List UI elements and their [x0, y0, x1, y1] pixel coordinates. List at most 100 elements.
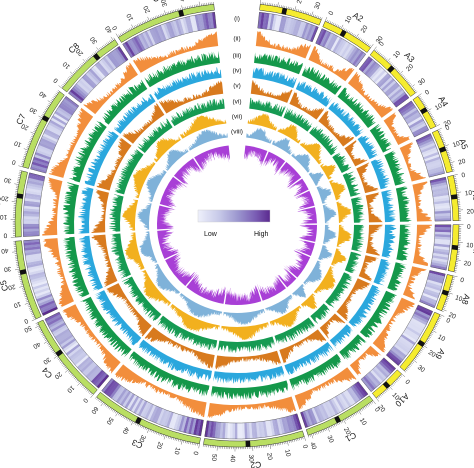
- heatmap-cell: [386, 353, 401, 366]
- tick-label: 10: [65, 384, 75, 394]
- track-6-A3: [309, 125, 338, 156]
- heatmap-cell: [137, 400, 148, 416]
- heatmap-cell: [23, 221, 40, 224]
- heatmap-cell: [219, 422, 224, 439]
- ideogram-C4: [37, 319, 98, 395]
- tick-label: 10: [126, 12, 136, 22]
- centromere-A10: [382, 381, 391, 389]
- heatmap-cell: [124, 393, 136, 409]
- heatmap-cell: [264, 13, 270, 30]
- heatmap-cell: [394, 95, 410, 108]
- heatmap-cell: [324, 32, 334, 49]
- heatmap-cell: [199, 13, 205, 31]
- heatmap-cell: [391, 91, 407, 104]
- heatmap-cell: [422, 290, 439, 299]
- chromosome-label: A3: [402, 50, 417, 65]
- heatmap-cell: [399, 336, 415, 348]
- heatmap-cell: [364, 61, 377, 76]
- track-3-C1: [289, 353, 342, 391]
- heatmap-cell: [366, 62, 379, 77]
- heatmap-border-A4: [398, 100, 429, 138]
- track-3-C9: [144, 50, 220, 88]
- heatmap-cell: [229, 422, 233, 439]
- tick-label: 30: [137, 434, 146, 444]
- heatmap-cell: [212, 12, 217, 29]
- track-label: (vi): [232, 99, 241, 106]
- heatmap-cell: [404, 111, 421, 123]
- heatmap-cell: [103, 379, 116, 394]
- track-2-A4: [383, 111, 411, 146]
- heatmap-cell: [424, 286, 441, 294]
- heatmap-cell: [71, 87, 86, 100]
- chromosome-label: C2: [250, 460, 262, 468]
- heatmap-cell: [315, 28, 325, 45]
- track-9-C2: [224, 284, 262, 305]
- track-8-A7: [323, 224, 337, 244]
- track-9-C5: [157, 229, 180, 259]
- heatmap-cell: [44, 311, 61, 322]
- track-8-A6: [322, 204, 337, 224]
- heatmap-cell: [262, 420, 268, 438]
- heatmap-cell: [144, 30, 154, 47]
- heatmap-cell: [204, 420, 210, 437]
- tick-label: 0: [403, 379, 411, 387]
- heatmap-cell: [382, 357, 396, 371]
- ideogram-A3: [369, 49, 416, 97]
- tick-label: 10: [0, 213, 7, 220]
- track-9-C9: [194, 145, 230, 172]
- heatmap-cell: [179, 18, 187, 35]
- heatmap-cell: [328, 35, 339, 51]
- tick-label: 30: [41, 356, 51, 366]
- heatmap-cell: [28, 271, 46, 278]
- tick-label: 10: [390, 392, 400, 402]
- tick-label: 0: [378, 40, 386, 47]
- heatmap-cell: [40, 304, 57, 314]
- track-label: (v): [233, 83, 241, 90]
- track-5-A1: [250, 79, 293, 103]
- heatmap-cell: [423, 288, 440, 297]
- heatmap-cell: [76, 81, 91, 94]
- heatmap-cell: [113, 386, 126, 402]
- heatmap-cell: [274, 418, 280, 436]
- track-6-A9: [325, 272, 353, 308]
- track-9: [157, 145, 318, 305]
- track-6-A4: [332, 152, 352, 174]
- track-label: (i): [234, 16, 240, 23]
- heatmap-cell: [154, 407, 163, 424]
- heatmap-cell: [96, 61, 110, 76]
- track-4-C4: [94, 290, 142, 346]
- heatmap-cell: [55, 108, 71, 120]
- heatmap-cell: [285, 17, 293, 34]
- track-9-A4: [288, 178, 309, 197]
- heatmap-cell: [122, 42, 134, 58]
- track-4-C1: [284, 342, 334, 376]
- heatmap-cell: [68, 91, 83, 104]
- heatmap-border-C9: [122, 11, 217, 58]
- track-8-C2: [223, 308, 266, 325]
- heatmap-cell: [350, 49, 362, 65]
- heatmap-cell: [283, 16, 290, 34]
- heatmap-cell: [431, 187, 449, 193]
- heatmap-cell: [27, 180, 44, 186]
- heatmap-cell: [75, 354, 89, 368]
- track-8-C6: [137, 203, 152, 230]
- chromosome-label: C6: [0, 196, 3, 208]
- heatmap-cell: [408, 118, 424, 129]
- heatmap-cell: [48, 121, 64, 132]
- track-9-A8: [295, 240, 315, 256]
- chromosome-label: A7: [471, 245, 474, 257]
- heatmap-cell: [426, 279, 443, 287]
- heatmap-cell: [336, 394, 348, 410]
- track-3-C3: [128, 351, 210, 397]
- heatmap-cell: [22, 223, 39, 227]
- heatmap-cell: [188, 417, 195, 434]
- heatmap-cell: [23, 203, 41, 208]
- track-7-C7: [132, 161, 156, 199]
- heatmap-cell: [415, 309, 431, 319]
- track-2-A9: [372, 297, 416, 353]
- heatmap-cell: [27, 266, 45, 273]
- heatmap-cell: [424, 156, 441, 165]
- tick-label: 10: [61, 60, 71, 70]
- track-8-A4: [308, 171, 324, 186]
- heatmap-cell: [153, 26, 163, 43]
